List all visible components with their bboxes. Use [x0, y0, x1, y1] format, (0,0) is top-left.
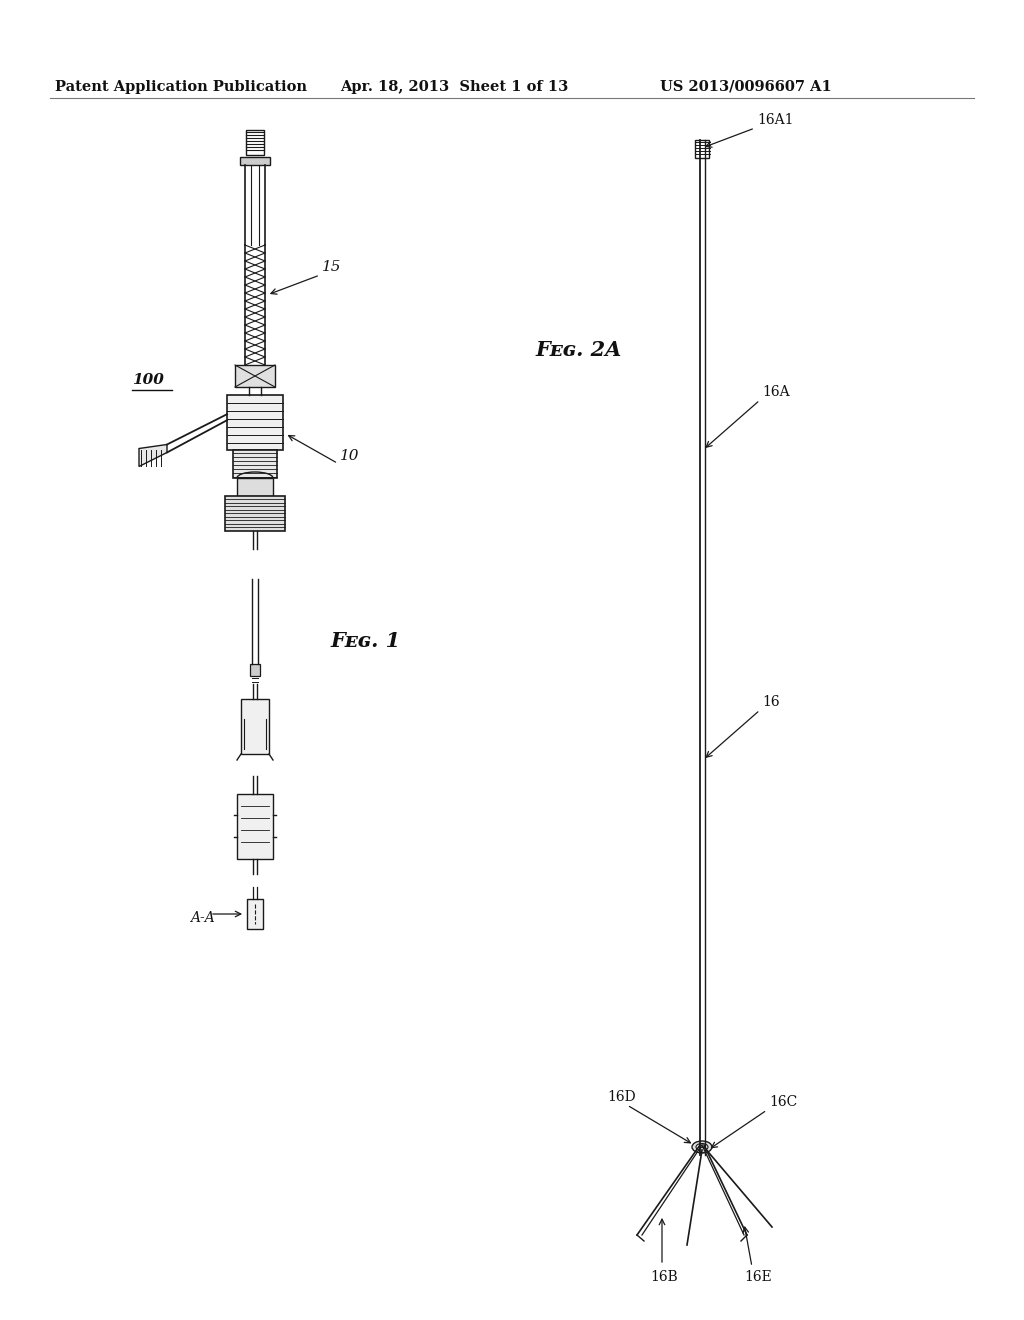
Ellipse shape — [696, 1143, 708, 1151]
Text: 16E: 16E — [744, 1270, 772, 1284]
Bar — [695, 140, 709, 158]
Text: Fᴇɢ. 2A: Fᴇɢ. 2A — [535, 341, 622, 360]
Bar — [247, 899, 263, 929]
Text: 100: 100 — [132, 374, 164, 387]
Ellipse shape — [692, 1140, 712, 1152]
Bar — [240, 157, 270, 165]
Text: US 2013/0096607 A1: US 2013/0096607 A1 — [660, 81, 831, 94]
Text: 16B: 16B — [650, 1270, 678, 1284]
Text: Fᴇɢ. 1: Fᴇɢ. 1 — [330, 631, 400, 651]
Bar — [233, 450, 278, 478]
Text: 16C: 16C — [769, 1096, 798, 1109]
Text: 15: 15 — [322, 260, 341, 275]
Text: 16A1: 16A1 — [757, 114, 794, 127]
Bar — [237, 478, 273, 496]
Text: 16D: 16D — [607, 1090, 636, 1104]
Bar — [241, 700, 269, 754]
Text: 16: 16 — [762, 696, 779, 709]
Bar — [227, 395, 283, 450]
Text: A-A: A-A — [190, 911, 215, 925]
Bar — [225, 496, 285, 531]
Bar — [237, 795, 273, 859]
Bar — [699, 1147, 705, 1152]
Bar — [246, 129, 264, 154]
Polygon shape — [139, 445, 167, 466]
Bar — [234, 366, 275, 387]
Text: 16A: 16A — [762, 385, 790, 399]
Text: Patent Application Publication: Patent Application Publication — [55, 81, 307, 94]
Text: 10: 10 — [340, 449, 359, 462]
Text: Apr. 18, 2013  Sheet 1 of 13: Apr. 18, 2013 Sheet 1 of 13 — [340, 81, 568, 94]
Bar — [250, 664, 260, 676]
